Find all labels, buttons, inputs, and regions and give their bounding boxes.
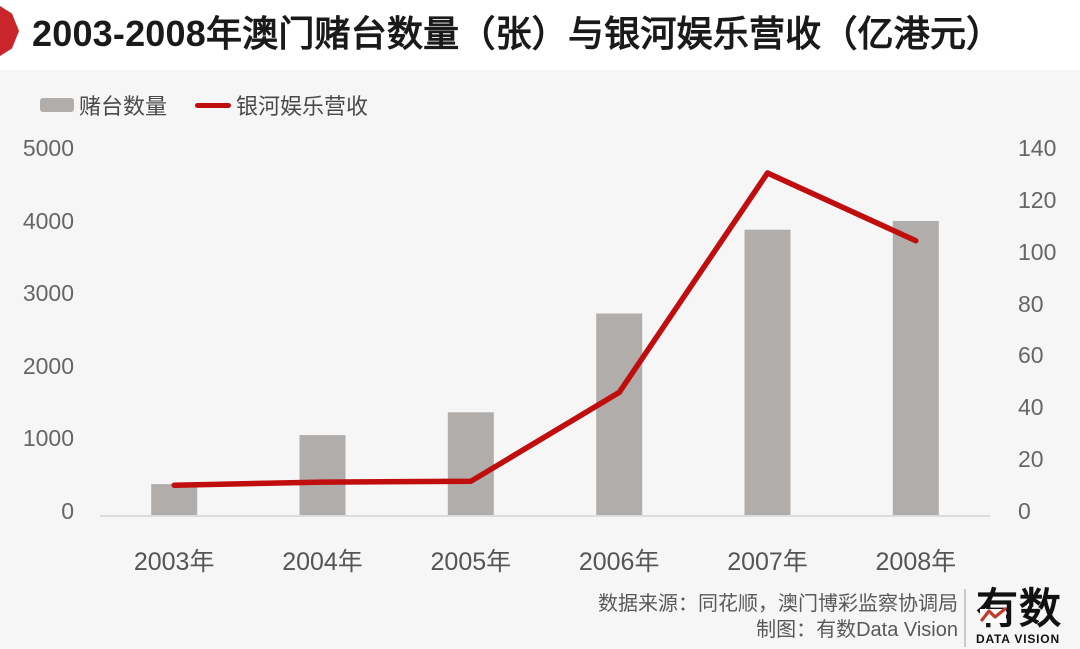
- revenue-line-series: [171, 170, 919, 488]
- right-axis-tick-40: 40: [1018, 394, 1044, 421]
- title-band: 2003-2008年澳门赌台数量（张）与银河娱乐营收（亿港元）: [0, 0, 1080, 70]
- left-axis-tick-1000: 1000: [22, 425, 74, 452]
- bar-2006年: [596, 313, 643, 516]
- left-axis-tick-5000: 5000: [22, 135, 74, 161]
- footer-source: 数据来源：同花顺，澳门博彩监察协调局 制图：有数Data Vision: [598, 591, 958, 643]
- bar-2003年: [151, 484, 198, 516]
- right-axis-tick-140: 140: [1018, 135, 1057, 161]
- legend-line-swatch-icon: [195, 102, 232, 108]
- x-axis-label-2006年: 2006年: [578, 548, 660, 576]
- bar-2008年: [892, 221, 939, 516]
- x-axis-label-2003年: 2003年: [133, 548, 215, 576]
- brand-logo-text: 有数: [976, 585, 1063, 632]
- left-axis-tick-0: 0: [61, 498, 74, 524]
- brand-logo: 有数 DATA VISION: [976, 585, 1072, 647]
- footer-divider: [964, 589, 966, 647]
- x-axis-label-2007年: 2007年: [727, 548, 808, 576]
- left-axis-tick-2000: 2000: [22, 352, 74, 379]
- right-axis-tick-80: 80: [1018, 290, 1044, 317]
- right-axis-tick-0: 0: [1018, 498, 1031, 524]
- chart-title: 2003-2008年澳门赌台数量（张）与银河娱乐营收（亿港元）: [32, 13, 1003, 54]
- credit-line: 制图：有数Data Vision: [756, 619, 958, 641]
- legend-bar-swatch-icon: [40, 98, 74, 112]
- bar-2005年: [447, 412, 494, 516]
- x-axis-label-2008年: 2008年: [875, 548, 957, 576]
- right-axis-tick-60: 60: [1018, 342, 1044, 369]
- legend: 赌台数量 银河娱乐营收: [40, 92, 369, 119]
- legend-line-label: 银河娱乐营收: [236, 94, 369, 119]
- x-axis-label-2005年: 2005年: [430, 548, 512, 576]
- left-axis-tick-4000: 4000: [22, 207, 74, 234]
- data-source-line: 数据来源：同花顺，澳门博彩监察协调局: [598, 593, 958, 615]
- left-axis-tick-3000: 3000: [22, 280, 74, 307]
- right-axis-tick-100: 100: [1018, 238, 1057, 265]
- bar-2007年: [744, 229, 791, 516]
- x-axis-label-2004年: 2004年: [282, 548, 363, 576]
- right-axis-tick-120: 120: [1018, 186, 1057, 213]
- red-ribbon-icon: [0, 6, 19, 56]
- bar-2004年: [299, 435, 346, 516]
- right-axis-tick-20: 20: [1018, 446, 1044, 473]
- logo-zigzag-icon: [980, 607, 1007, 623]
- brand-logo-subtext: DATA VISION: [976, 632, 1060, 646]
- legend-bar-label: 赌台数量: [79, 94, 168, 119]
